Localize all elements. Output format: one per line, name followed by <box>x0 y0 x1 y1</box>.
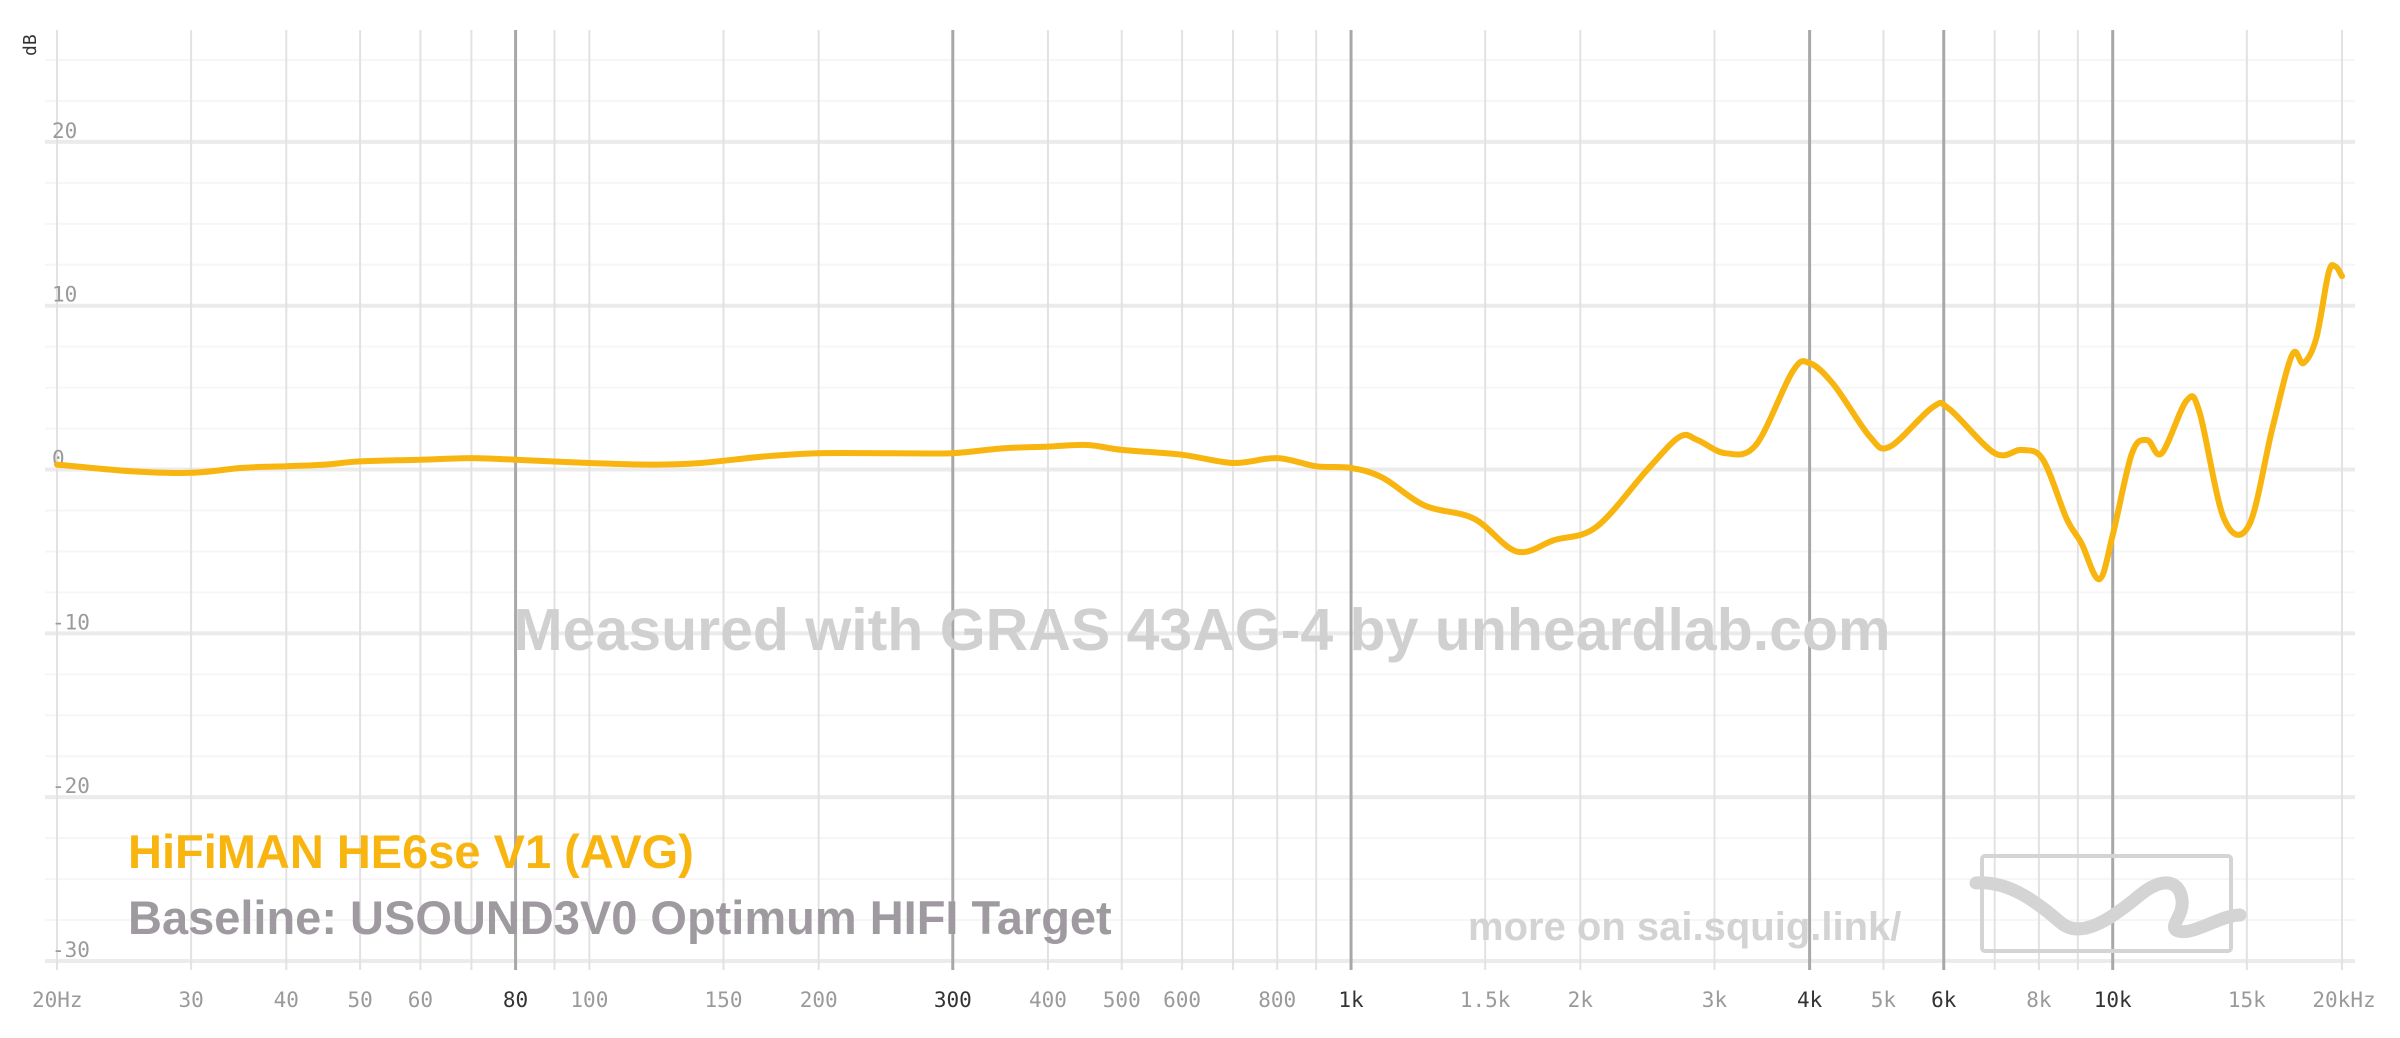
x-tick-label: 20Hz <box>32 988 83 1012</box>
x-tick-label: 200 <box>800 988 838 1012</box>
squig-wave-logo-icon <box>1969 854 2247 953</box>
x-tick-label: 80 <box>503 988 528 1012</box>
legend-baseline: Baseline: USOUND3V0 Optimum HIFI Target <box>128 891 1112 944</box>
x-tick-label: 1k <box>1338 988 1364 1012</box>
y-tick-label: -20 <box>52 774 90 798</box>
x-tick-label: 30 <box>178 988 203 1012</box>
x-tick-label: 40 <box>274 988 299 1012</box>
x-tick-label: 4k <box>1797 988 1823 1012</box>
x-tick-label: 8k <box>2026 988 2052 1012</box>
vertical-grid <box>56 30 2343 970</box>
x-tick-label: 400 <box>1029 988 1067 1012</box>
x-tick-label: 600 <box>1163 988 1201 1012</box>
y-tick-label: -10 <box>52 610 90 634</box>
x-tick-label: 500 <box>1103 988 1141 1012</box>
horizontal-grid <box>45 59 2355 963</box>
curve-layer <box>54 262 2345 583</box>
x-tick-label: 60 <box>408 988 433 1012</box>
more-on-link-text: more on sai.squig.link/ <box>1468 905 1901 949</box>
x-tick-label: 1.5k <box>1460 988 1511 1012</box>
y-tick-label: 20 <box>52 119 77 143</box>
x-tick-label: 50 <box>347 988 372 1012</box>
x-tick-label: 6k <box>1931 988 1957 1012</box>
y-tick-label: 10 <box>52 283 77 307</box>
x-tick-label: 800 <box>1258 988 1296 1012</box>
x-tick-label: 15k <box>2228 988 2266 1012</box>
x-tick-label: 10k <box>2094 988 2132 1012</box>
frequency-response-curve <box>54 262 2345 583</box>
x-axis-tick-labels: 20Hz 30 40 50 60 80 100 150 200 300 400 500 600 800 1k… <box>32 988 2376 1012</box>
x-tick-label: 5k <box>1871 988 1897 1012</box>
x-tick-label: 100 <box>570 988 608 1012</box>
x-tick-label: 2k <box>1568 988 1594 1012</box>
y-axis-unit-label: dB <box>20 34 41 56</box>
measurement-watermark: Measured with GRAS 43AG-4 by unheardlab.… <box>514 597 1891 663</box>
y-tick-label: -30 <box>52 938 90 962</box>
x-tick-label: 3k <box>1702 988 1728 1012</box>
x-tick-label: 300 <box>934 988 972 1012</box>
x-tick-label: 20kHz <box>2312 988 2375 1012</box>
x-tick-label: 150 <box>705 988 743 1012</box>
legend-title: HiFiMAN HE6se V1 (AVG) <box>128 825 694 878</box>
